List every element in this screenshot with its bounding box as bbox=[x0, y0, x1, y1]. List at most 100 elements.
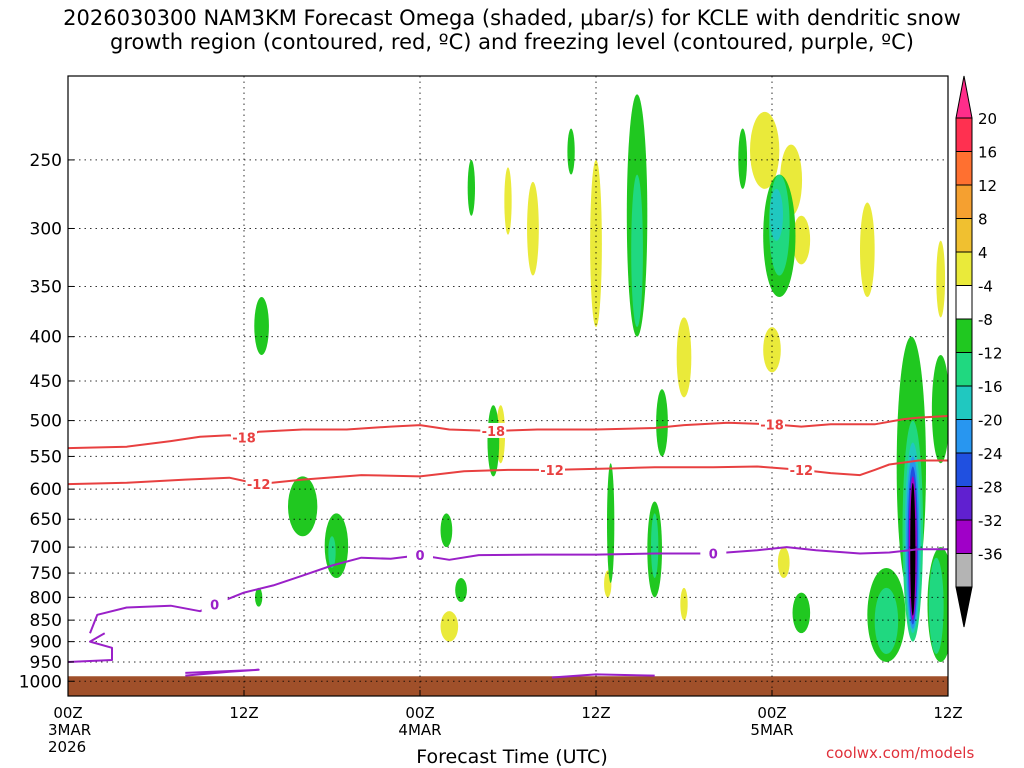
omega-cell bbox=[567, 128, 575, 175]
colorbar-label: 20 bbox=[978, 110, 997, 128]
omega-cell bbox=[328, 536, 336, 569]
y-tick-label: 850 bbox=[30, 611, 62, 631]
contour-label: -12 bbox=[540, 464, 564, 479]
colorbar-box bbox=[955, 419, 973, 454]
colorbar-box bbox=[955, 151, 973, 186]
contour-label: -18 bbox=[760, 418, 784, 433]
x-tick-label: 00Z bbox=[757, 704, 786, 722]
contour-label: 0 bbox=[210, 598, 219, 613]
y-tick-label: 500 bbox=[30, 412, 62, 432]
omega-cell bbox=[936, 240, 946, 318]
omega-cell bbox=[607, 463, 615, 583]
omega-cell bbox=[440, 611, 459, 642]
credit-link[interactable]: coolwx.com/models bbox=[826, 744, 975, 762]
colorbar-box bbox=[955, 285, 973, 320]
colorbar-box bbox=[955, 519, 973, 554]
colorbar-box bbox=[955, 553, 973, 588]
omega-cell bbox=[254, 587, 263, 607]
contour-label-bg bbox=[788, 461, 815, 477]
colorbar-label: -28 bbox=[978, 479, 1003, 497]
chart-title-line-1: 2026030300 NAM3KM Forecast Omega (shaded… bbox=[63, 6, 961, 30]
contour-label-bg bbox=[539, 461, 565, 477]
contour-label-bg bbox=[201, 596, 228, 612]
y-tick-label: 300 bbox=[30, 219, 62, 239]
y-tick-label: 700 bbox=[30, 538, 62, 558]
y-tick-label: 800 bbox=[30, 588, 62, 608]
colorbar-label: -4 bbox=[978, 278, 993, 296]
y-tick-label: 600 bbox=[30, 480, 62, 500]
colorbar-box bbox=[955, 251, 973, 286]
colorbar: 20 16 12 8 4 -4 -8 -12 -16 -20 -24 -28 -32 -36 bbox=[955, 75, 1003, 628]
contour-label-bg bbox=[480, 422, 507, 438]
y-tick-label: 400 bbox=[30, 328, 62, 348]
colorbar-box bbox=[955, 352, 973, 387]
freezing-level-contour bbox=[68, 632, 113, 663]
y-tick-label: 250 bbox=[30, 151, 62, 171]
omega-shading bbox=[254, 94, 948, 662]
contour-label: -12 bbox=[247, 478, 271, 493]
contour-label: 0 bbox=[709, 548, 718, 563]
omega-cell bbox=[777, 547, 790, 579]
colorbar-label: 4 bbox=[978, 244, 988, 262]
colorbar-label: -12 bbox=[978, 345, 1003, 363]
colorbar-box bbox=[955, 117, 973, 152]
x-tick-label: 12Z bbox=[581, 704, 610, 722]
x-axis-label: Forecast Time (UTC) bbox=[416, 746, 608, 768]
omega-cell bbox=[931, 355, 948, 464]
y-tick-label: 750 bbox=[30, 564, 62, 584]
colorbar-box bbox=[955, 318, 973, 353]
omega-cell bbox=[631, 174, 643, 328]
colorbar-box bbox=[955, 452, 973, 487]
x-tick-label: 00Z bbox=[53, 704, 82, 722]
y-tick-label: 650 bbox=[30, 510, 62, 530]
dgz-contour bbox=[68, 459, 948, 486]
y-tick-label: 950 bbox=[30, 653, 62, 673]
omega-cell bbox=[792, 592, 811, 634]
x-tick-label: 5MAR bbox=[750, 721, 793, 739]
contour-label-bg bbox=[700, 545, 727, 561]
omega-cell bbox=[738, 128, 748, 189]
contour-label: -18 bbox=[482, 425, 506, 440]
colorbar-label: -36 bbox=[978, 546, 1003, 564]
colorbar-label: -32 bbox=[978, 512, 1003, 530]
x-tick-label: 3MAR bbox=[48, 721, 91, 739]
colorbar-label: -24 bbox=[978, 445, 1003, 463]
omega-cell bbox=[656, 389, 668, 457]
contour-label-bg bbox=[407, 547, 433, 563]
contour-label-bg bbox=[759, 416, 785, 432]
freezing-level-contour bbox=[551, 673, 655, 679]
omega-cell bbox=[254, 297, 269, 356]
omega-cell bbox=[651, 513, 659, 579]
omega-cell bbox=[928, 557, 944, 654]
chart-title: 2026030300 NAM3KM Forecast Omega (shaded… bbox=[0, 6, 1024, 54]
x-tick-label: 12Z bbox=[933, 704, 962, 722]
omega-cell bbox=[763, 327, 781, 373]
omega-cell bbox=[504, 167, 512, 235]
omega-cell bbox=[769, 188, 784, 241]
omega-cell bbox=[527, 181, 539, 276]
colorbar-top-arrow bbox=[955, 75, 973, 119]
omega-cell bbox=[874, 587, 899, 654]
colorbar-label: 8 bbox=[978, 211, 988, 229]
x-tick-label: 2026 bbox=[48, 738, 86, 756]
omega-cell bbox=[792, 215, 811, 265]
contour-label: -12 bbox=[790, 464, 814, 479]
colorbar-box bbox=[955, 184, 973, 219]
colorbar-label: -16 bbox=[978, 378, 1003, 396]
x-tick-label: 4MAR bbox=[398, 721, 441, 739]
y-tick-label: 450 bbox=[30, 372, 62, 392]
omega-cell bbox=[440, 513, 453, 548]
colorbar-label: 12 bbox=[978, 177, 997, 195]
omega-cell bbox=[467, 159, 476, 216]
omega-cell bbox=[590, 159, 602, 328]
omega-cell bbox=[455, 578, 467, 603]
x-tick-label: 00Z bbox=[405, 704, 434, 722]
colorbar-bottom-arrow bbox=[955, 586, 973, 628]
omega-cell bbox=[676, 317, 692, 398]
omega-cell bbox=[860, 202, 875, 298]
contour-lines: -18 -18 -18 -12 -12 -12 0 0 0 bbox=[68, 415, 948, 679]
colorbar-label: 16 bbox=[978, 144, 997, 162]
colorbar-box bbox=[955, 218, 973, 253]
